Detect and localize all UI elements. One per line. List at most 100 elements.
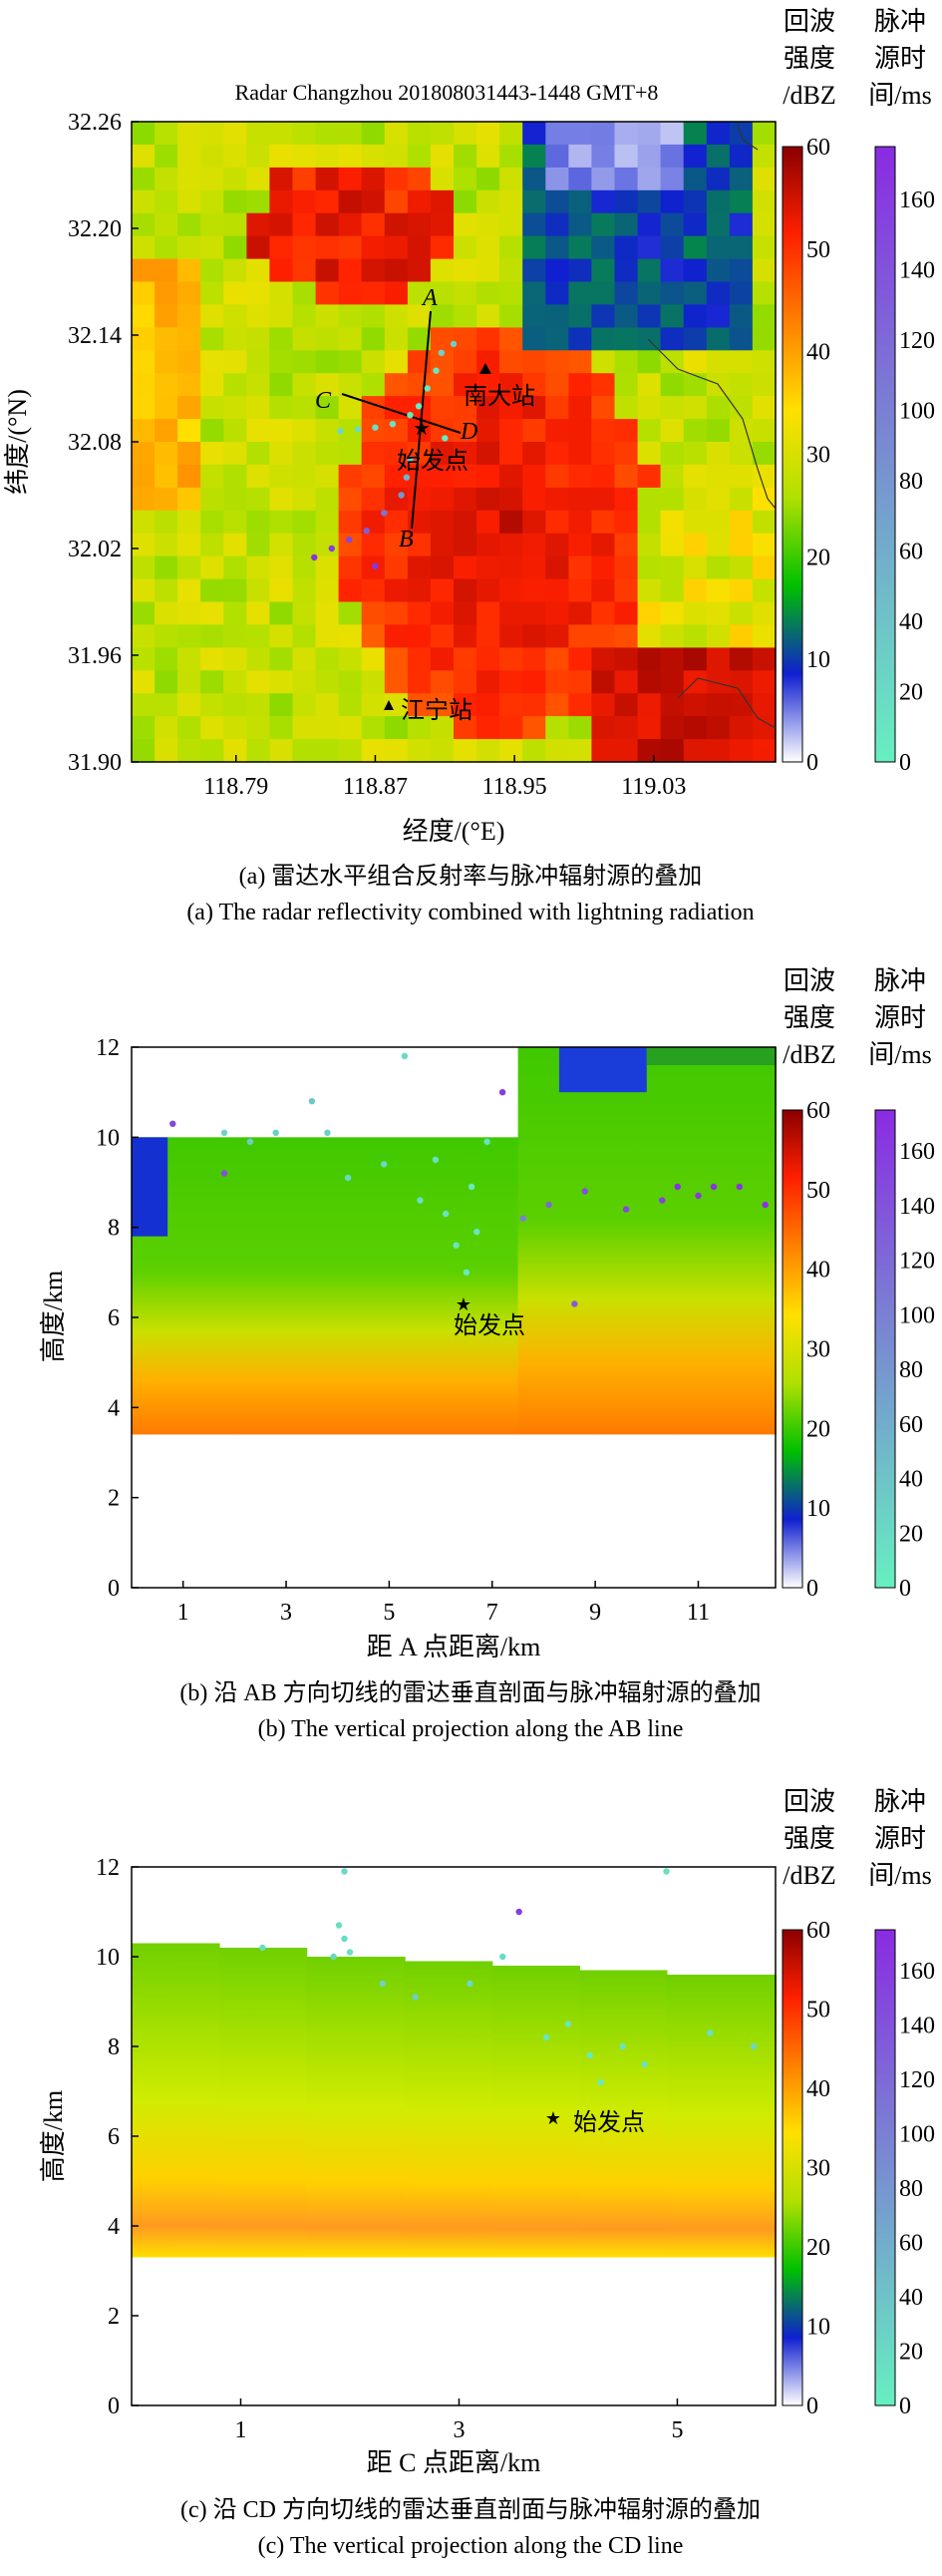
radar-cell <box>132 258 156 283</box>
radar-cell <box>269 624 294 648</box>
radar-cell <box>315 122 340 146</box>
panel-b-source-point <box>344 1174 352 1182</box>
radar-cell <box>683 144 708 169</box>
radar-cell <box>361 464 386 489</box>
radar-cell <box>200 716 224 740</box>
radar-cell <box>132 212 156 237</box>
radar-cell <box>223 212 247 237</box>
radar-cell <box>223 304 247 328</box>
radar-cell <box>614 258 639 283</box>
panel-a-y-tick-label: 31.90 <box>68 750 122 776</box>
radar-cell <box>454 327 477 351</box>
radar-cell <box>177 693 201 717</box>
radar-cell <box>499 167 523 191</box>
radar-cell <box>522 510 546 535</box>
radar-cell <box>223 533 247 557</box>
radar-cell <box>614 487 639 512</box>
radar-cell <box>407 647 432 671</box>
radar-cell <box>522 258 546 283</box>
radar-cell <box>568 442 593 466</box>
panel-b-source-point <box>417 1197 424 1204</box>
radar-cell <box>269 670 294 694</box>
radar-cell <box>246 167 271 191</box>
radar-cell <box>499 258 523 283</box>
radar-cell <box>545 739 569 763</box>
radar-cell <box>246 624 271 648</box>
panel-b-start-point-label: 始发点 <box>454 1312 525 1339</box>
radar-cell <box>338 419 363 443</box>
radar-cell <box>315 327 340 351</box>
radar-cell <box>292 304 317 328</box>
panel-a-source-point <box>442 435 449 442</box>
radar-cell <box>660 624 685 648</box>
radar-cell <box>361 533 386 557</box>
radar-cell <box>177 578 201 603</box>
radar-cell <box>361 647 386 671</box>
cb-a-pulse-title-line: 脉冲 <box>874 7 926 36</box>
radar-cell <box>200 601 224 625</box>
radar-cell <box>338 487 363 512</box>
radar-cell <box>361 739 386 763</box>
radar-cell <box>177 487 201 512</box>
radar-cell <box>637 235 662 260</box>
radar-cell <box>683 419 708 443</box>
radar-cell <box>200 304 224 328</box>
radar-cell <box>499 510 523 535</box>
radar-cell <box>476 212 500 237</box>
radar-cell <box>315 304 340 328</box>
cb-b-refl-tick-label: 40 <box>806 1258 830 1284</box>
radar-cell <box>660 144 685 169</box>
panel-b-y-tick-label: 10 <box>96 1125 120 1151</box>
profile-column <box>491 1966 580 2258</box>
cb-c-pulse-tick-label: 20 <box>899 2339 923 2365</box>
radar-cell <box>430 716 455 740</box>
panel-c-source-point <box>341 1868 348 1875</box>
panel-c-sources <box>259 1868 758 2086</box>
radar-cell <box>729 533 754 557</box>
radar-cell <box>200 189 224 214</box>
radar-cell <box>132 167 156 191</box>
radar-cell <box>706 510 731 535</box>
radar-cell <box>200 533 224 557</box>
radar-cell <box>454 258 477 283</box>
radar-cell <box>384 258 409 283</box>
radar-cell <box>454 464 477 489</box>
radar-cell <box>292 396 317 420</box>
radar-cell <box>752 122 777 146</box>
radar-cell <box>315 601 340 625</box>
point-d-label: D <box>460 419 477 445</box>
radar-cell <box>269 693 294 717</box>
radar-cell <box>200 670 224 694</box>
radar-cell <box>407 716 432 740</box>
radar-cell <box>568 601 593 625</box>
radar-cell <box>522 670 546 694</box>
panel-c-source-point <box>330 1953 337 1961</box>
radar-cell <box>614 167 639 191</box>
point-a-label: A <box>421 285 438 311</box>
radar-cell <box>177 464 201 489</box>
radar-cell <box>338 464 363 489</box>
profile-column <box>517 1047 597 1435</box>
radar-cell <box>200 373 224 397</box>
radar-cell <box>683 189 708 214</box>
radar-cell <box>637 396 662 420</box>
radar-cell <box>430 327 455 351</box>
radar-cell <box>155 670 178 694</box>
panel-c-x-axis-label: 距 C 点距离/km <box>367 2448 541 2477</box>
radar-cell <box>292 533 317 557</box>
radar-cell <box>706 281 731 305</box>
panel-b-source-point <box>695 1192 702 1200</box>
cb-a-refl-tick-label: 40 <box>806 340 830 366</box>
radar-cell <box>752 487 777 512</box>
radar-cell <box>729 487 754 512</box>
radar-cell <box>407 189 432 214</box>
panel-c-source-point <box>335 1922 343 1929</box>
panel-b-y-tick-label: 8 <box>108 1216 120 1242</box>
panel-b-y-tick-label: 4 <box>108 1395 120 1421</box>
radar-cell <box>292 487 317 512</box>
radar-cell <box>315 419 340 443</box>
radar-cell <box>384 624 409 648</box>
radar-cell <box>384 693 409 717</box>
radar-cell <box>591 487 616 512</box>
radar-cell <box>683 327 708 351</box>
